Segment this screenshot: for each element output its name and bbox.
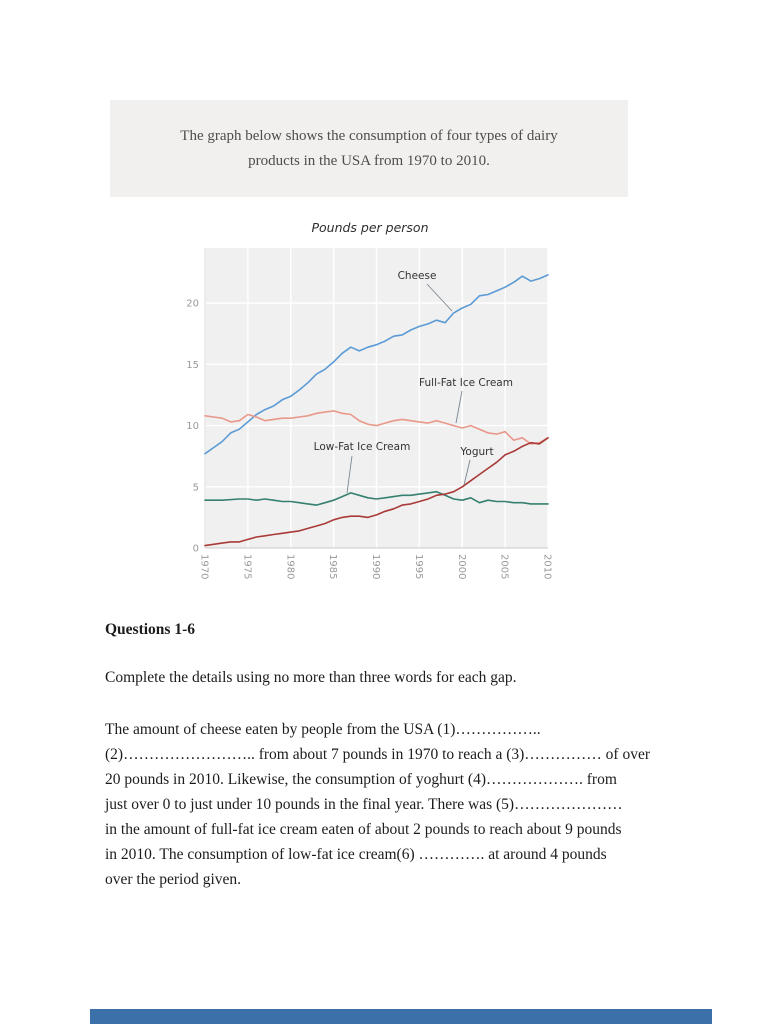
y-tick-label: 10 bbox=[186, 421, 199, 432]
cloze-line-7: over the period given. bbox=[105, 871, 242, 888]
cloze-line-3: 20 pounds in 2010. Likewise, the consump… bbox=[105, 771, 617, 788]
x-tick-label: 1990 bbox=[370, 554, 381, 579]
x-tick-label: 1975 bbox=[241, 554, 252, 579]
annotation-leader-line bbox=[463, 459, 471, 486]
annotation-leader-line bbox=[346, 455, 353, 494]
cloze-line-5: in the amount of full-fat ice cream eate… bbox=[105, 821, 622, 838]
x-tick-label: 1980 bbox=[284, 554, 295, 579]
series-annotation-label: Low-Fat Ice Cream bbox=[314, 441, 411, 453]
y-tick-label: 15 bbox=[186, 360, 199, 371]
cloze-line-1: The amount of cheese eaten by people fro… bbox=[105, 721, 541, 738]
cloze-line-2: (2)…………………….. from about 7 pounds in 197… bbox=[105, 746, 650, 763]
next-page-top-edge bbox=[90, 1009, 712, 1024]
y-tick-label: 0 bbox=[193, 544, 199, 555]
series-line-low-fat-ice-cream bbox=[204, 490, 549, 506]
series-annotation-label: Yogurt bbox=[459, 446, 493, 458]
questions-heading: Questions 1-6 bbox=[105, 621, 195, 638]
annotation-leader-line bbox=[455, 390, 463, 424]
cloze-line-4: just over 0 to just under 10 pounds in t… bbox=[105, 796, 623, 813]
chart-title: Pounds per person bbox=[311, 220, 429, 235]
cloze-passage: The amount of cheese eaten by people fro… bbox=[105, 717, 695, 892]
series-line-cheese bbox=[204, 274, 549, 455]
y-tick-label: 20 bbox=[186, 299, 199, 310]
annotation-leader-line bbox=[426, 283, 453, 312]
series-annotation-label: Full-Fat Ice Cream bbox=[419, 377, 513, 389]
y-tick-label: 5 bbox=[193, 482, 199, 493]
task-instruction-box: The graph below shows the consumption of… bbox=[110, 100, 628, 197]
x-tick-label: 1995 bbox=[413, 554, 424, 579]
series-line-yogurt bbox=[204, 437, 549, 547]
series-line-full-fat-ice-cream bbox=[204, 410, 549, 445]
task-instruction-line-1: The graph below shows the consumption of… bbox=[180, 127, 558, 144]
x-tick-label: 1985 bbox=[327, 554, 338, 579]
task-instruction-line-2: products in the USA from 1970 to 2010. bbox=[248, 152, 490, 169]
x-tick-label: 2000 bbox=[456, 554, 467, 579]
questions-instruction: Complete the details using no more than … bbox=[105, 669, 517, 686]
x-tick-label: 2010 bbox=[542, 554, 553, 579]
cloze-line-6: in 2010. The consumption of low-fat ice … bbox=[105, 846, 607, 863]
x-tick-label: 1970 bbox=[199, 554, 210, 579]
series-annotation-label: Cheese bbox=[398, 270, 437, 282]
x-tick-label: 2005 bbox=[499, 554, 510, 579]
dairy-consumption-chart: 0 5 10 15 20 1970 1975 1980 1985 1990 1995 2000 2005… bbox=[186, 248, 553, 579]
